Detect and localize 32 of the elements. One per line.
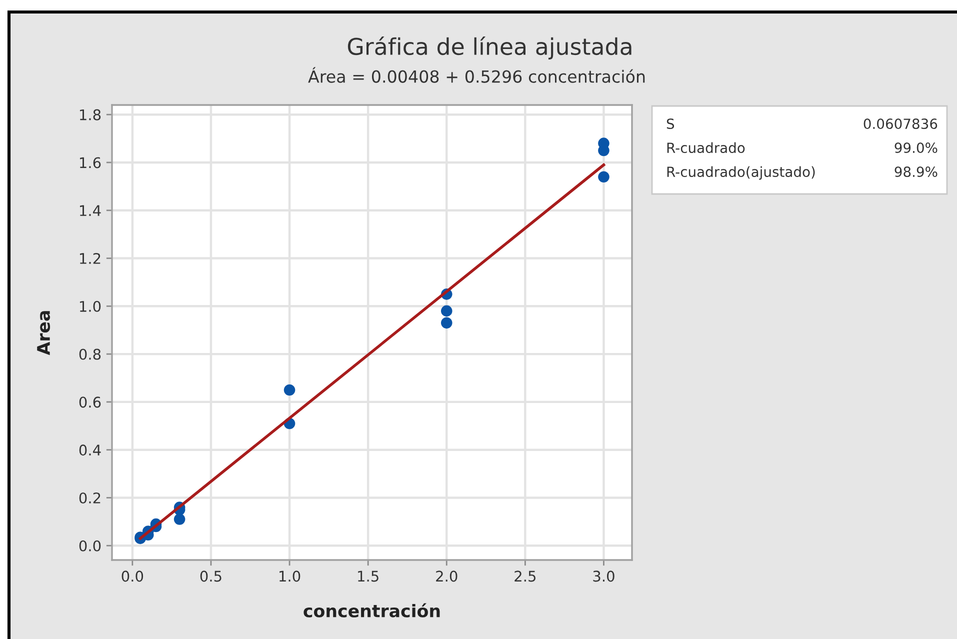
text: 98.9% <box>894 166 938 178</box>
y-tick-label: 0.8 <box>79 348 101 360</box>
y-tick-label: 1.8 <box>80 109 101 120</box>
y-tick-label: 1.4 <box>80 205 101 216</box>
text: 99.0% <box>894 142 938 154</box>
y-tick-label: 0.4 <box>79 444 101 456</box>
x-axis-title: concentración <box>304 603 440 618</box>
y-tick-label: 0.2 <box>79 492 100 504</box>
y-tick-label: 1.0 <box>80 300 101 312</box>
y-tick-label: 0.0 <box>79 540 101 552</box>
text: S <box>666 118 674 130</box>
x-tick-label: 0.0 <box>122 570 144 582</box>
point <box>440 305 452 317</box>
chart-title: Gráfica de línea ajustada <box>348 36 632 60</box>
x-tick-label: 2.5 <box>514 570 536 582</box>
point <box>440 317 452 329</box>
y-tick-label: 1.6 <box>80 157 101 168</box>
point <box>284 384 296 396</box>
y-axis-title: Area <box>37 311 50 356</box>
x-tick-label: 2.0 <box>436 570 458 582</box>
y-tick-label: 0.6 <box>79 396 101 408</box>
text: R-cuadrado <box>667 142 745 154</box>
text: R-cuadrado(ajustado) <box>667 166 815 180</box>
y-tick-label: 1.2 <box>80 252 100 264</box>
x-tick-label: 3.0 <box>593 570 614 582</box>
chart-subtitle: Área = 0.00408 + 0.5296 concentración <box>308 67 645 83</box>
x-tick-label: 1.0 <box>280 570 300 582</box>
point <box>174 514 186 525</box>
text: 0.0607836 <box>864 118 938 130</box>
point <box>598 171 610 182</box>
x-tick-label: 0.5 <box>200 570 222 582</box>
x-tick-label: 1.5 <box>358 570 378 582</box>
